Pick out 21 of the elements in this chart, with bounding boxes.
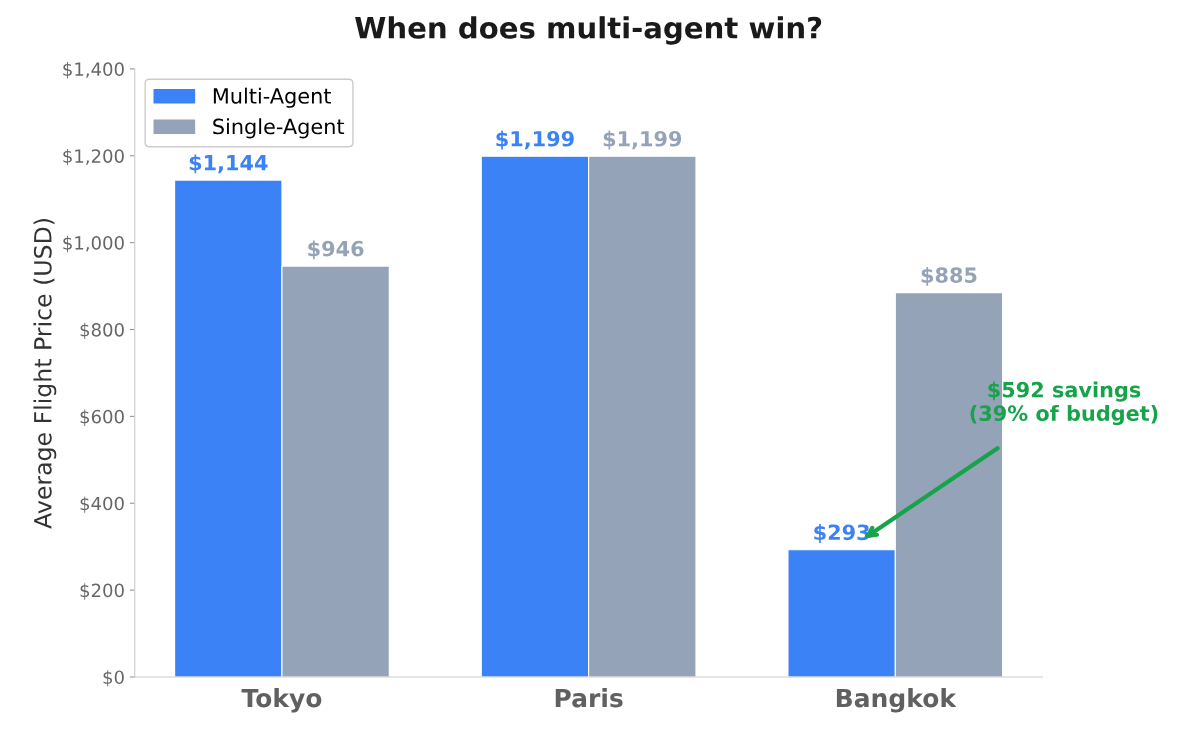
text: $946 (308, 240, 364, 260)
text: $1,199 (603, 130, 682, 150)
legend-label: Multi-Agent (213, 87, 331, 108)
y-tick-label: $200 (80, 583, 124, 600)
text: $885 (921, 266, 977, 286)
y-axis-title: Average Flight Price (USD) (33, 219, 57, 529)
y-tick-label: $600 (80, 409, 124, 426)
x-tick-label: Paris (555, 688, 623, 708)
y-tick-label: $1,400 (63, 62, 124, 79)
text: $1,144 (189, 154, 268, 174)
text: $293 (814, 524, 869, 543)
legend-label: Single-Agent (213, 118, 345, 139)
y-tick-label: $800 (80, 322, 124, 340)
text: $1,199 (496, 130, 574, 150)
x-tick-label: Tokyo (241, 688, 322, 713)
y-tick-label: $1,000 (63, 235, 124, 253)
y-tick-label: $400 (80, 496, 124, 513)
chart-title: When does multi-agent win? (355, 16, 822, 45)
y-tick-label: $1,200 (63, 148, 124, 166)
x-tick-label: Bangkok (836, 688, 957, 713)
y-tick-label: $0 (103, 670, 124, 687)
